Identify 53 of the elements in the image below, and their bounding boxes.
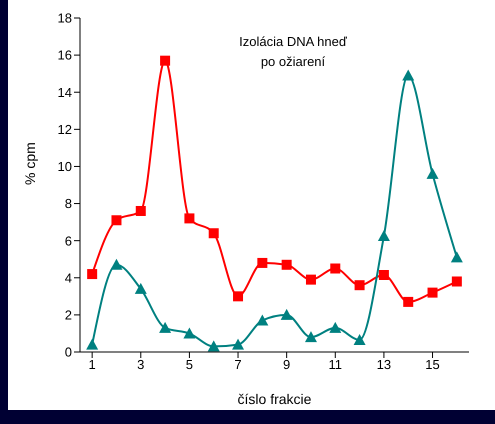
- annotation: Izolácia DNA hneď po ožiarení: [238, 33, 348, 71]
- y-tick-label: 14: [58, 84, 72, 100]
- point: [378, 230, 390, 242]
- point: [426, 168, 439, 179]
- point: [136, 206, 146, 216]
- point: [330, 264, 340, 274]
- point: [184, 213, 194, 224]
- x-tick-label: 11: [328, 357, 342, 372]
- y-tick-label: 10: [58, 159, 72, 174]
- point: [110, 258, 122, 270]
- x-tick-label: 15: [425, 357, 440, 372]
- point: [450, 251, 463, 262]
- point: [402, 70, 414, 81]
- y-tick-label: 12: [58, 122, 72, 137]
- y-tick-label: 16: [58, 48, 72, 63]
- y-tick-label: 2: [64, 308, 72, 323]
- y-tick-label: 4: [64, 270, 72, 286]
- point: [87, 269, 98, 280]
- point: [306, 274, 316, 285]
- y-tick-label: 18: [58, 10, 72, 26]
- x-tick-label: 7: [234, 357, 242, 372]
- point: [86, 338, 98, 350]
- x-axis-title: číslo frakcie: [238, 391, 312, 407]
- point: [233, 291, 244, 302]
- point: [159, 322, 172, 333]
- y-axis-title: % cpm: [22, 142, 38, 185]
- point: [452, 276, 462, 286]
- point: [208, 340, 220, 352]
- point: [304, 331, 317, 342]
- point: [282, 260, 292, 270]
- point: [428, 288, 438, 298]
- point: [257, 258, 268, 268]
- point: [329, 322, 342, 333]
- point: [232, 338, 244, 350]
- point: [378, 270, 389, 280]
- x-tick-label: 3: [137, 357, 144, 372]
- y-tick-label: 0: [64, 344, 72, 360]
- point: [160, 56, 170, 66]
- point: [256, 314, 268, 326]
- x-tick-label: 5: [186, 357, 194, 372]
- y-tick-label: 8: [64, 196, 72, 212]
- point: [183, 327, 196, 338]
- point: [354, 280, 365, 290]
- point: [280, 308, 293, 320]
- y-tick-label: 6: [64, 233, 72, 248]
- point: [354, 334, 366, 345]
- point: [111, 215, 122, 226]
- point: [208, 228, 219, 238]
- x-tick-label: 13: [376, 357, 392, 372]
- x-tick-label: 1: [88, 357, 96, 372]
- x-tick-label: 9: [283, 357, 290, 372]
- point: [403, 296, 414, 307]
- point: [134, 282, 147, 294]
